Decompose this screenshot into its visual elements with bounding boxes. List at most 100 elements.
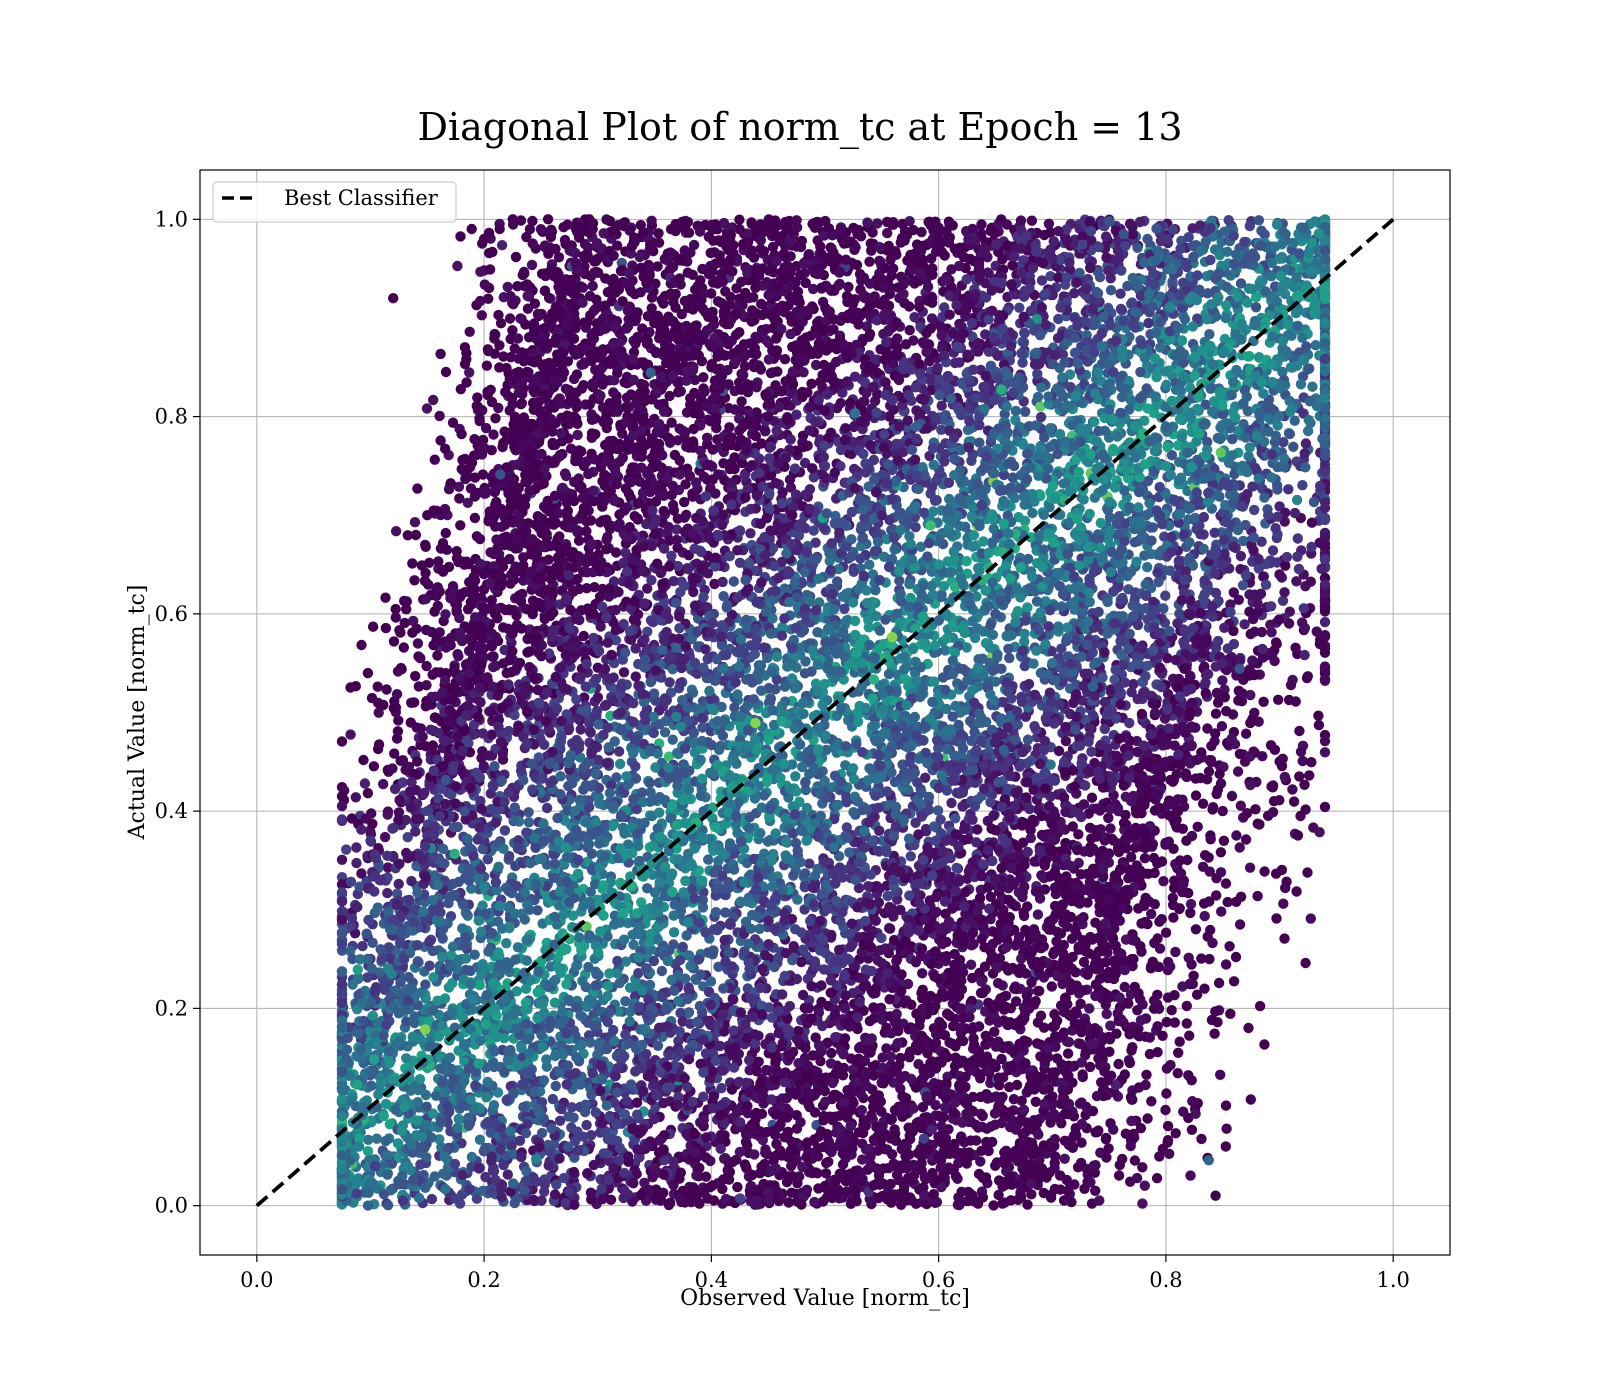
scatter-point	[904, 325, 915, 336]
scatter-point	[429, 712, 441, 723]
scatter-point	[351, 857, 362, 869]
scatter-point	[1113, 1170, 1125, 1181]
scatter-point	[1034, 985, 1045, 997]
scatter-point	[368, 761, 380, 772]
scatter-point	[1243, 1022, 1254, 1034]
scatter-point	[668, 927, 680, 938]
scatter-point	[440, 527, 451, 539]
scatter-point	[1115, 288, 1126, 299]
scatter-point	[350, 792, 361, 803]
scatter-point	[392, 1138, 404, 1149]
scatter-point	[965, 959, 977, 970]
scatter-point	[1167, 892, 1179, 903]
scatter-point	[1244, 589, 1255, 600]
scatter-point	[864, 559, 875, 570]
scatter-point	[1240, 728, 1252, 739]
scatter-point	[646, 303, 657, 314]
scatter-point	[1186, 1124, 1198, 1136]
scatter-point	[710, 907, 722, 918]
scatter-point	[482, 854, 493, 865]
scatter-point	[846, 506, 858, 518]
scatter-point	[1181, 1018, 1193, 1029]
scatter-point	[790, 771, 801, 782]
scatter-point	[499, 825, 511, 836]
scatter-point	[946, 797, 957, 809]
scatter-point	[1231, 830, 1242, 841]
scatter-point	[667, 734, 678, 745]
scatter-point	[826, 1047, 837, 1059]
scatter-points	[336, 214, 1331, 1211]
scatter-point	[519, 914, 530, 925]
scatter-point	[477, 469, 489, 480]
scatter-point	[1230, 951, 1242, 963]
scatter-point	[1032, 391, 1044, 403]
scatter-point	[972, 824, 983, 835]
scatter-point	[1026, 215, 1038, 226]
scatter-point	[1199, 983, 1210, 994]
scatter-point	[1052, 1053, 1063, 1064]
scatter-point	[595, 621, 606, 632]
scatter-point	[798, 367, 809, 378]
scatter-point	[1151, 1173, 1163, 1184]
scatter-point	[1149, 899, 1161, 910]
scatter-point	[356, 639, 367, 651]
scatter-point	[1022, 1199, 1033, 1210]
scatter-point	[1086, 792, 1098, 803]
scatter-point	[512, 942, 524, 953]
scatter-point	[1215, 1069, 1226, 1081]
scatter-point	[801, 835, 812, 846]
scatter-point	[380, 622, 392, 634]
scatter-point	[652, 261, 663, 272]
scatter-point	[1205, 254, 1216, 266]
scatter-point	[1137, 1198, 1148, 1209]
scatter-point	[614, 758, 626, 770]
scatter-point	[864, 256, 875, 267]
scatter-point	[1288, 441, 1299, 452]
scatter-point	[644, 777, 655, 789]
scatter-point	[613, 746, 625, 757]
scatter-point	[1186, 697, 1198, 709]
scatter-point	[1075, 998, 1086, 1009]
scatter-point	[992, 978, 1004, 989]
scatter-point	[336, 854, 348, 865]
scatter-point	[1302, 867, 1313, 878]
scatter-point	[558, 222, 569, 233]
scatter-point	[648, 727, 659, 739]
scatter-point	[951, 862, 962, 874]
scatter-point	[1304, 770, 1315, 781]
scatter-point	[452, 260, 463, 272]
scatter-point	[1008, 1094, 1020, 1105]
scatter-point	[1297, 480, 1308, 491]
scatter-point	[490, 413, 501, 424]
scatter-point	[1192, 821, 1203, 832]
scatter-point	[824, 555, 835, 567]
scatter-point	[502, 1169, 513, 1180]
scatter-point	[905, 851, 916, 862]
scatter-point	[391, 733, 403, 744]
scatter-point	[1292, 551, 1303, 562]
scatter-point	[1169, 1017, 1181, 1028]
scatter-point	[618, 667, 630, 678]
chart-title: Diagonal Plot of norm_tc at Epoch = 13	[417, 105, 1182, 150]
scatter-point	[949, 357, 961, 369]
scatter-point	[1173, 1047, 1184, 1059]
scatter-point	[1168, 912, 1179, 923]
scatter-point	[1307, 381, 1318, 392]
scatter-point	[1220, 1141, 1232, 1152]
scatter-point	[358, 754, 369, 766]
scatter-point	[1204, 329, 1215, 340]
scatter-point	[732, 689, 743, 700]
scatter-point	[1190, 790, 1202, 801]
scatter-point	[888, 911, 899, 922]
scatter-point	[1300, 957, 1311, 969]
scatter-point	[1288, 796, 1300, 807]
scatter-point	[969, 632, 981, 644]
scatter-point	[1124, 717, 1135, 729]
scatter-point	[977, 1110, 988, 1122]
scatter-point	[1209, 1028, 1220, 1039]
scatter-point	[424, 960, 435, 971]
scatter-point	[472, 392, 483, 403]
scatter-point	[664, 677, 675, 688]
scatter-point	[940, 645, 951, 656]
